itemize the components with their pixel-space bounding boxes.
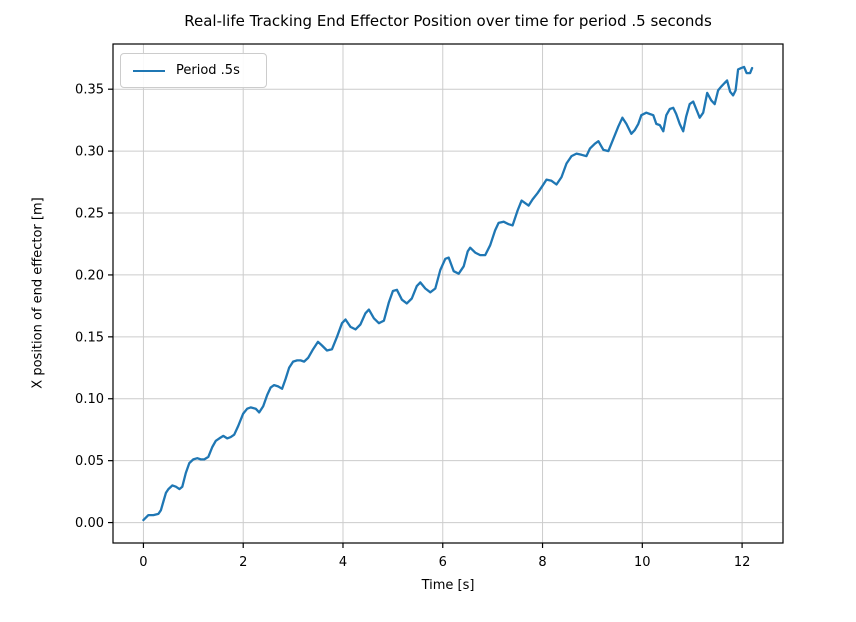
axes-spines (112, 43, 784, 544)
y-tick-label: 0.20 (75, 268, 104, 283)
y-tick-label: 0.10 (75, 392, 104, 407)
x-tick-label: 8 (538, 555, 546, 570)
series-line (142, 65, 754, 522)
y-axis-label: X position of end effector [m] (30, 197, 46, 389)
y-tick-label: 0.00 (75, 516, 104, 531)
chart-title: Real-life Tracking End Effector Position… (184, 12, 712, 30)
x-tick-label: 6 (439, 555, 447, 570)
x-tick-label: 2 (239, 555, 247, 570)
legend: Period .5s (120, 53, 267, 88)
legend-line-sample (133, 69, 165, 72)
y-tick-label: 0.15 (75, 330, 104, 345)
y-tick-label: 0.25 (75, 207, 104, 222)
x-axis-label: Time [s] (421, 578, 475, 593)
y-tick-label: 0.30 (75, 145, 104, 160)
x-tick-label: 4 (339, 555, 347, 570)
y-tick-label: 0.35 (75, 83, 104, 98)
x-tick-label: 10 (634, 555, 651, 570)
y-tick-label: 0.05 (75, 454, 104, 469)
x-tick-label: 12 (734, 555, 751, 570)
x-tick-label: 0 (139, 555, 147, 570)
legend-label: Period .5s (176, 63, 240, 78)
